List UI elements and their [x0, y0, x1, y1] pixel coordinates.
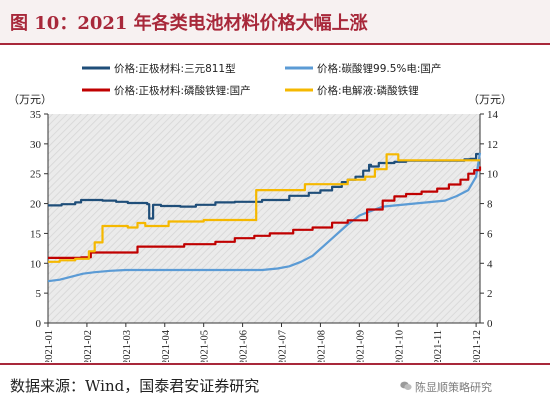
y-right-tick-label: 6 — [487, 228, 493, 240]
y-right-unit-label: （万元） — [468, 93, 512, 106]
y-right-tick-label: 10 — [487, 169, 499, 181]
series-line-2 — [47, 152, 482, 283]
y-right-tick-label: 4 — [487, 258, 493, 270]
x-tick-label: 2021-09 — [355, 330, 366, 362]
legend-label: 价格:正极材料:三元811型 — [114, 62, 236, 75]
figure-title: 图 10：2021 年各类电池材料价格大幅上涨 — [10, 13, 368, 34]
y-right-tick-label: 12 — [487, 139, 498, 151]
x-tick-label: 2021-04 — [161, 329, 172, 362]
y-left-tick-label: 0 — [36, 318, 42, 330]
y-left-tick-label: 20 — [30, 199, 42, 211]
x-tick-label: 2021-12 — [472, 330, 483, 362]
source-note: 数据来源：Wind，国泰君安证券研究 — [10, 377, 260, 395]
x-tick-label: 2021-10 — [394, 330, 405, 362]
y-left-tick-label: 5 — [36, 288, 42, 300]
series-line-3 — [48, 166, 482, 259]
y-left-tick-label: 10 — [30, 258, 42, 270]
y-left-tick-label: 35 — [30, 109, 42, 121]
legend: 价格:正极材料:三元811型 价格:碳酸锂99.5%电:国产价格:正极材料:磷酸铁… — [82, 62, 441, 97]
x-tick-label: 2021-02 — [83, 330, 94, 362]
plot-area — [48, 114, 480, 323]
y-left-tick-label: 30 — [30, 139, 42, 151]
x-tick-label: 2021-05 — [200, 330, 211, 362]
y-right-tick-label: 2 — [487, 288, 493, 300]
series-line-4 — [48, 153, 480, 263]
watermark: 陈显顺策略研究 — [415, 381, 492, 394]
footer: 数据来源：Wind，国泰君安证券研究 陈显顺策略研究 — [0, 363, 550, 409]
x-tick-label: 2021-01 — [44, 330, 55, 362]
y-left-tick-label: 15 — [30, 228, 42, 240]
x-tick-label: 2021-08 — [316, 330, 327, 362]
x-tick-label: 2021-07 — [278, 330, 289, 362]
wechat-icon — [400, 381, 412, 390]
series-lines — [47, 152, 482, 283]
y-left-unit-label: （万元） — [8, 93, 52, 106]
legend-label: 价格:正极材料:磷酸铁锂:国产 — [114, 84, 251, 97]
x-tick-label: 2021-11 — [433, 330, 444, 362]
y-right-tick-label: 8 — [487, 199, 493, 211]
x-tick-label: 2021-06 — [239, 330, 250, 362]
y-left-tick-label: 25 — [30, 169, 42, 181]
legend-label: 价格:电解液:磷酸铁锂 — [317, 84, 419, 97]
legend-label: 价格:碳酸锂99.5%电:国产 — [317, 62, 441, 75]
title-bar: 图 10：2021 年各类电池材料价格大幅上涨 — [0, 0, 550, 45]
price-line-chart: 价格:正极材料:三元811型 价格:碳酸锂99.5%电:国产价格:正极材料:磷酸铁… — [8, 62, 512, 362]
axes: 0 5 10 15 20 25 30 35 0 2 4 6 8 10 12 14 （万元） （万元） 2021-01… — [8, 93, 512, 362]
y-right-tick-label: 0 — [487, 318, 493, 330]
y-right-tick-label: 14 — [487, 109, 499, 121]
series-line-1 — [48, 152, 480, 220]
x-tick-label: 2021-03 — [122, 330, 133, 362]
